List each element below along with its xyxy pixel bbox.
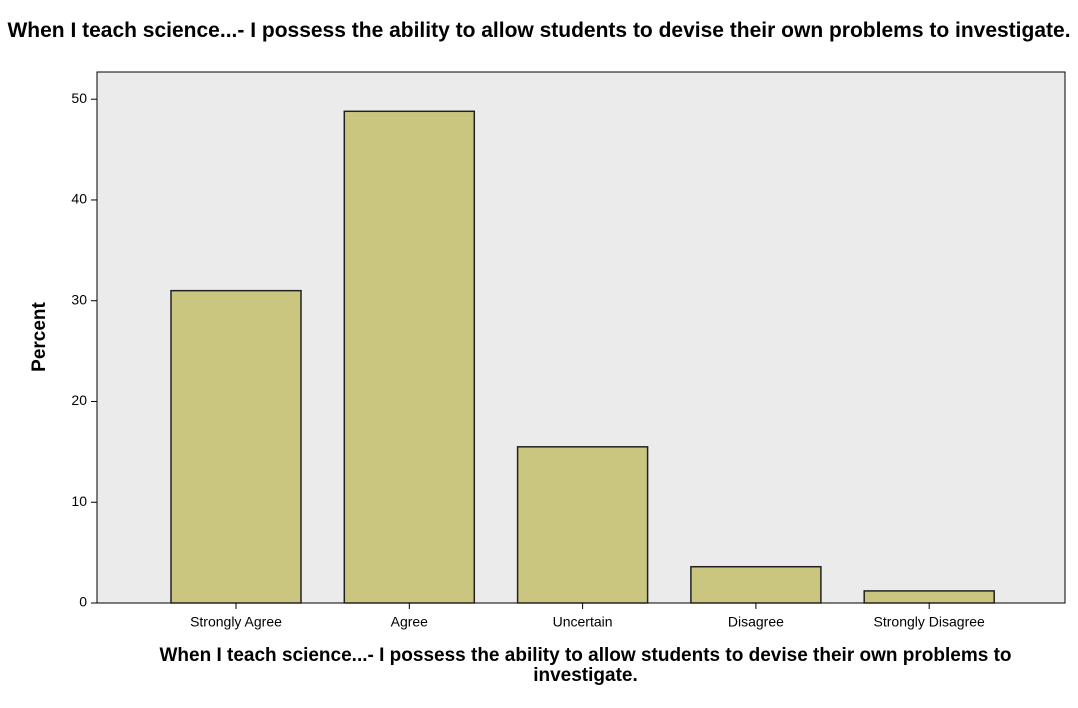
y-tick-label: 20 xyxy=(71,392,87,408)
bar xyxy=(690,565,822,604)
chart: Percent 0 10 20 30 40 50 Strongly Agree Agree Un… xyxy=(29,71,1066,630)
y-tick-label: 10 xyxy=(71,493,87,509)
y-tick-label: 0 xyxy=(79,594,87,610)
bar xyxy=(170,289,302,604)
y-tick-label: 40 xyxy=(71,191,87,207)
y-tick-label: 30 xyxy=(71,291,87,307)
chart-title: When I teach science...- I possess the a… xyxy=(7,19,1071,42)
x-tick-label: Strongly Disagree xyxy=(874,614,985,630)
x-tick-label: Strongly Agree xyxy=(190,614,282,630)
x-tick-label: Agree xyxy=(391,614,429,630)
y-tick-label: 50 xyxy=(71,90,87,106)
x-axis-label: When I teach science...- I possess the a… xyxy=(159,645,1012,686)
x-tick-label: Uncertain xyxy=(553,614,613,630)
bar xyxy=(863,590,995,604)
x-tick-label: Disagree xyxy=(728,614,784,630)
bar xyxy=(343,110,476,604)
y-axis-label: Percent xyxy=(29,301,50,371)
bar xyxy=(516,446,649,604)
